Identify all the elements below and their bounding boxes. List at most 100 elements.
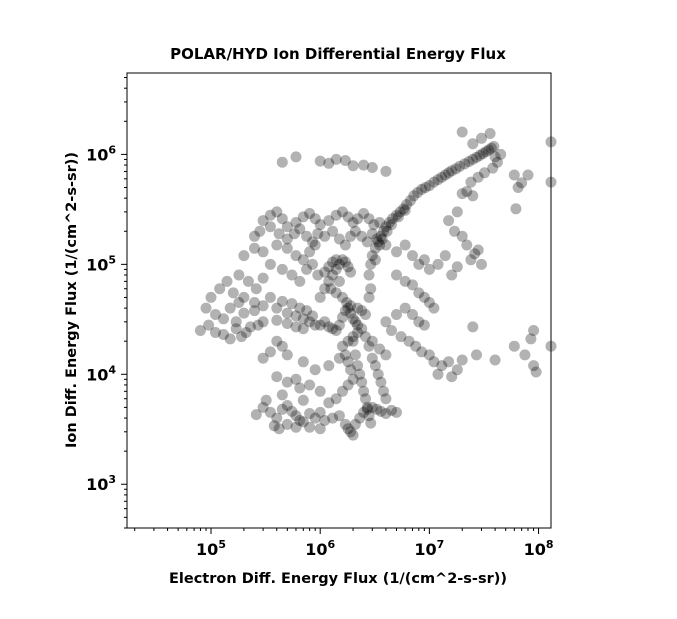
data-point: [230, 323, 242, 335]
data-point: [309, 213, 321, 225]
data-point: [333, 258, 345, 270]
data-point: [456, 188, 468, 200]
data-point: [307, 258, 318, 270]
data-point: [439, 169, 451, 181]
data-point: [361, 401, 373, 413]
data-point: [290, 250, 302, 262]
data-point: [238, 250, 250, 262]
data-point: [345, 266, 357, 278]
data-point: [495, 148, 507, 160]
data-point: [276, 156, 288, 168]
data-point: [375, 376, 387, 388]
data-point: [356, 305, 368, 317]
data-point: [366, 250, 378, 262]
data-point: [268, 420, 280, 432]
data-point: [387, 213, 399, 225]
data-point: [194, 325, 206, 336]
data-point: [218, 329, 229, 340]
data-point: [342, 356, 354, 368]
data-point: [345, 230, 357, 242]
data-point: [290, 373, 302, 385]
data-point: [345, 300, 357, 312]
data-point: [363, 340, 375, 352]
data-point: [347, 217, 359, 228]
data-point: [330, 263, 342, 275]
x-axis: 105 106 107 108: [134, 528, 554, 559]
data-point: [294, 223, 306, 235]
data-point: [439, 250, 451, 262]
data-point: [238, 291, 250, 303]
data-point: [366, 352, 378, 364]
data-point: [391, 309, 402, 320]
data-point: [281, 221, 293, 233]
data-point: [345, 364, 357, 376]
data-point: [330, 254, 342, 266]
data-point: [281, 376, 293, 388]
chart-title: POLAR/HYD Ion Differential Energy Flux: [170, 45, 506, 63]
data-point: [304, 316, 316, 328]
data-point: [413, 287, 425, 299]
data-point: [528, 325, 540, 336]
data-point: [319, 230, 331, 242]
data-point: [304, 246, 316, 258]
data-point: [451, 206, 463, 218]
data-point: [271, 206, 283, 218]
data-point: [467, 321, 479, 333]
data-point: [333, 275, 345, 287]
data-point: [407, 279, 418, 291]
data-point: [372, 236, 384, 248]
data-point: [286, 405, 298, 417]
data-point: [323, 397, 335, 409]
data-point: [249, 230, 260, 242]
data-point: [257, 352, 269, 364]
data-point: [236, 331, 247, 343]
data-point: [465, 176, 477, 188]
data-point: [314, 423, 326, 435]
data-point: [290, 421, 302, 433]
data-point: [230, 316, 242, 328]
data-point: [319, 283, 331, 295]
data-point: [294, 302, 306, 314]
data-point: [314, 219, 326, 231]
data-point: [380, 239, 392, 251]
data-point: [227, 287, 239, 299]
data-point: [304, 379, 316, 391]
data-point: [339, 155, 351, 166]
data-point: [399, 239, 411, 251]
data-point: [469, 248, 481, 260]
data-point: [297, 323, 309, 335]
data-point: [423, 297, 435, 308]
data-point: [356, 376, 368, 388]
data-point: [461, 186, 473, 197]
data-point: [290, 310, 302, 322]
data-point: [314, 319, 326, 331]
data-point: [522, 169, 534, 181]
data-point: [330, 393, 342, 405]
data-point: [418, 319, 430, 331]
data-point: [380, 349, 392, 361]
data-point: [233, 297, 245, 308]
data-point: [465, 254, 477, 266]
data-point: [333, 410, 345, 422]
data-point: [446, 371, 458, 383]
data-point: [345, 426, 357, 438]
data-point: [386, 404, 397, 416]
data-point: [290, 410, 302, 422]
data-point: [479, 167, 490, 179]
y-tick-label: 106: [86, 143, 116, 164]
data-point: [323, 261, 335, 273]
data-point: [249, 305, 260, 317]
data-point: [210, 309, 221, 320]
data-point: [412, 187, 424, 198]
data-point: [451, 364, 463, 376]
data-point: [297, 254, 309, 266]
data-point: [352, 360, 364, 372]
data-point: [428, 356, 440, 368]
data-point: [347, 429, 359, 441]
data-point: [339, 256, 351, 268]
data-point: [325, 283, 337, 295]
data-point: [510, 203, 522, 215]
data-point: [309, 239, 321, 251]
data-point: [416, 183, 428, 195]
data-point: [451, 261, 463, 273]
